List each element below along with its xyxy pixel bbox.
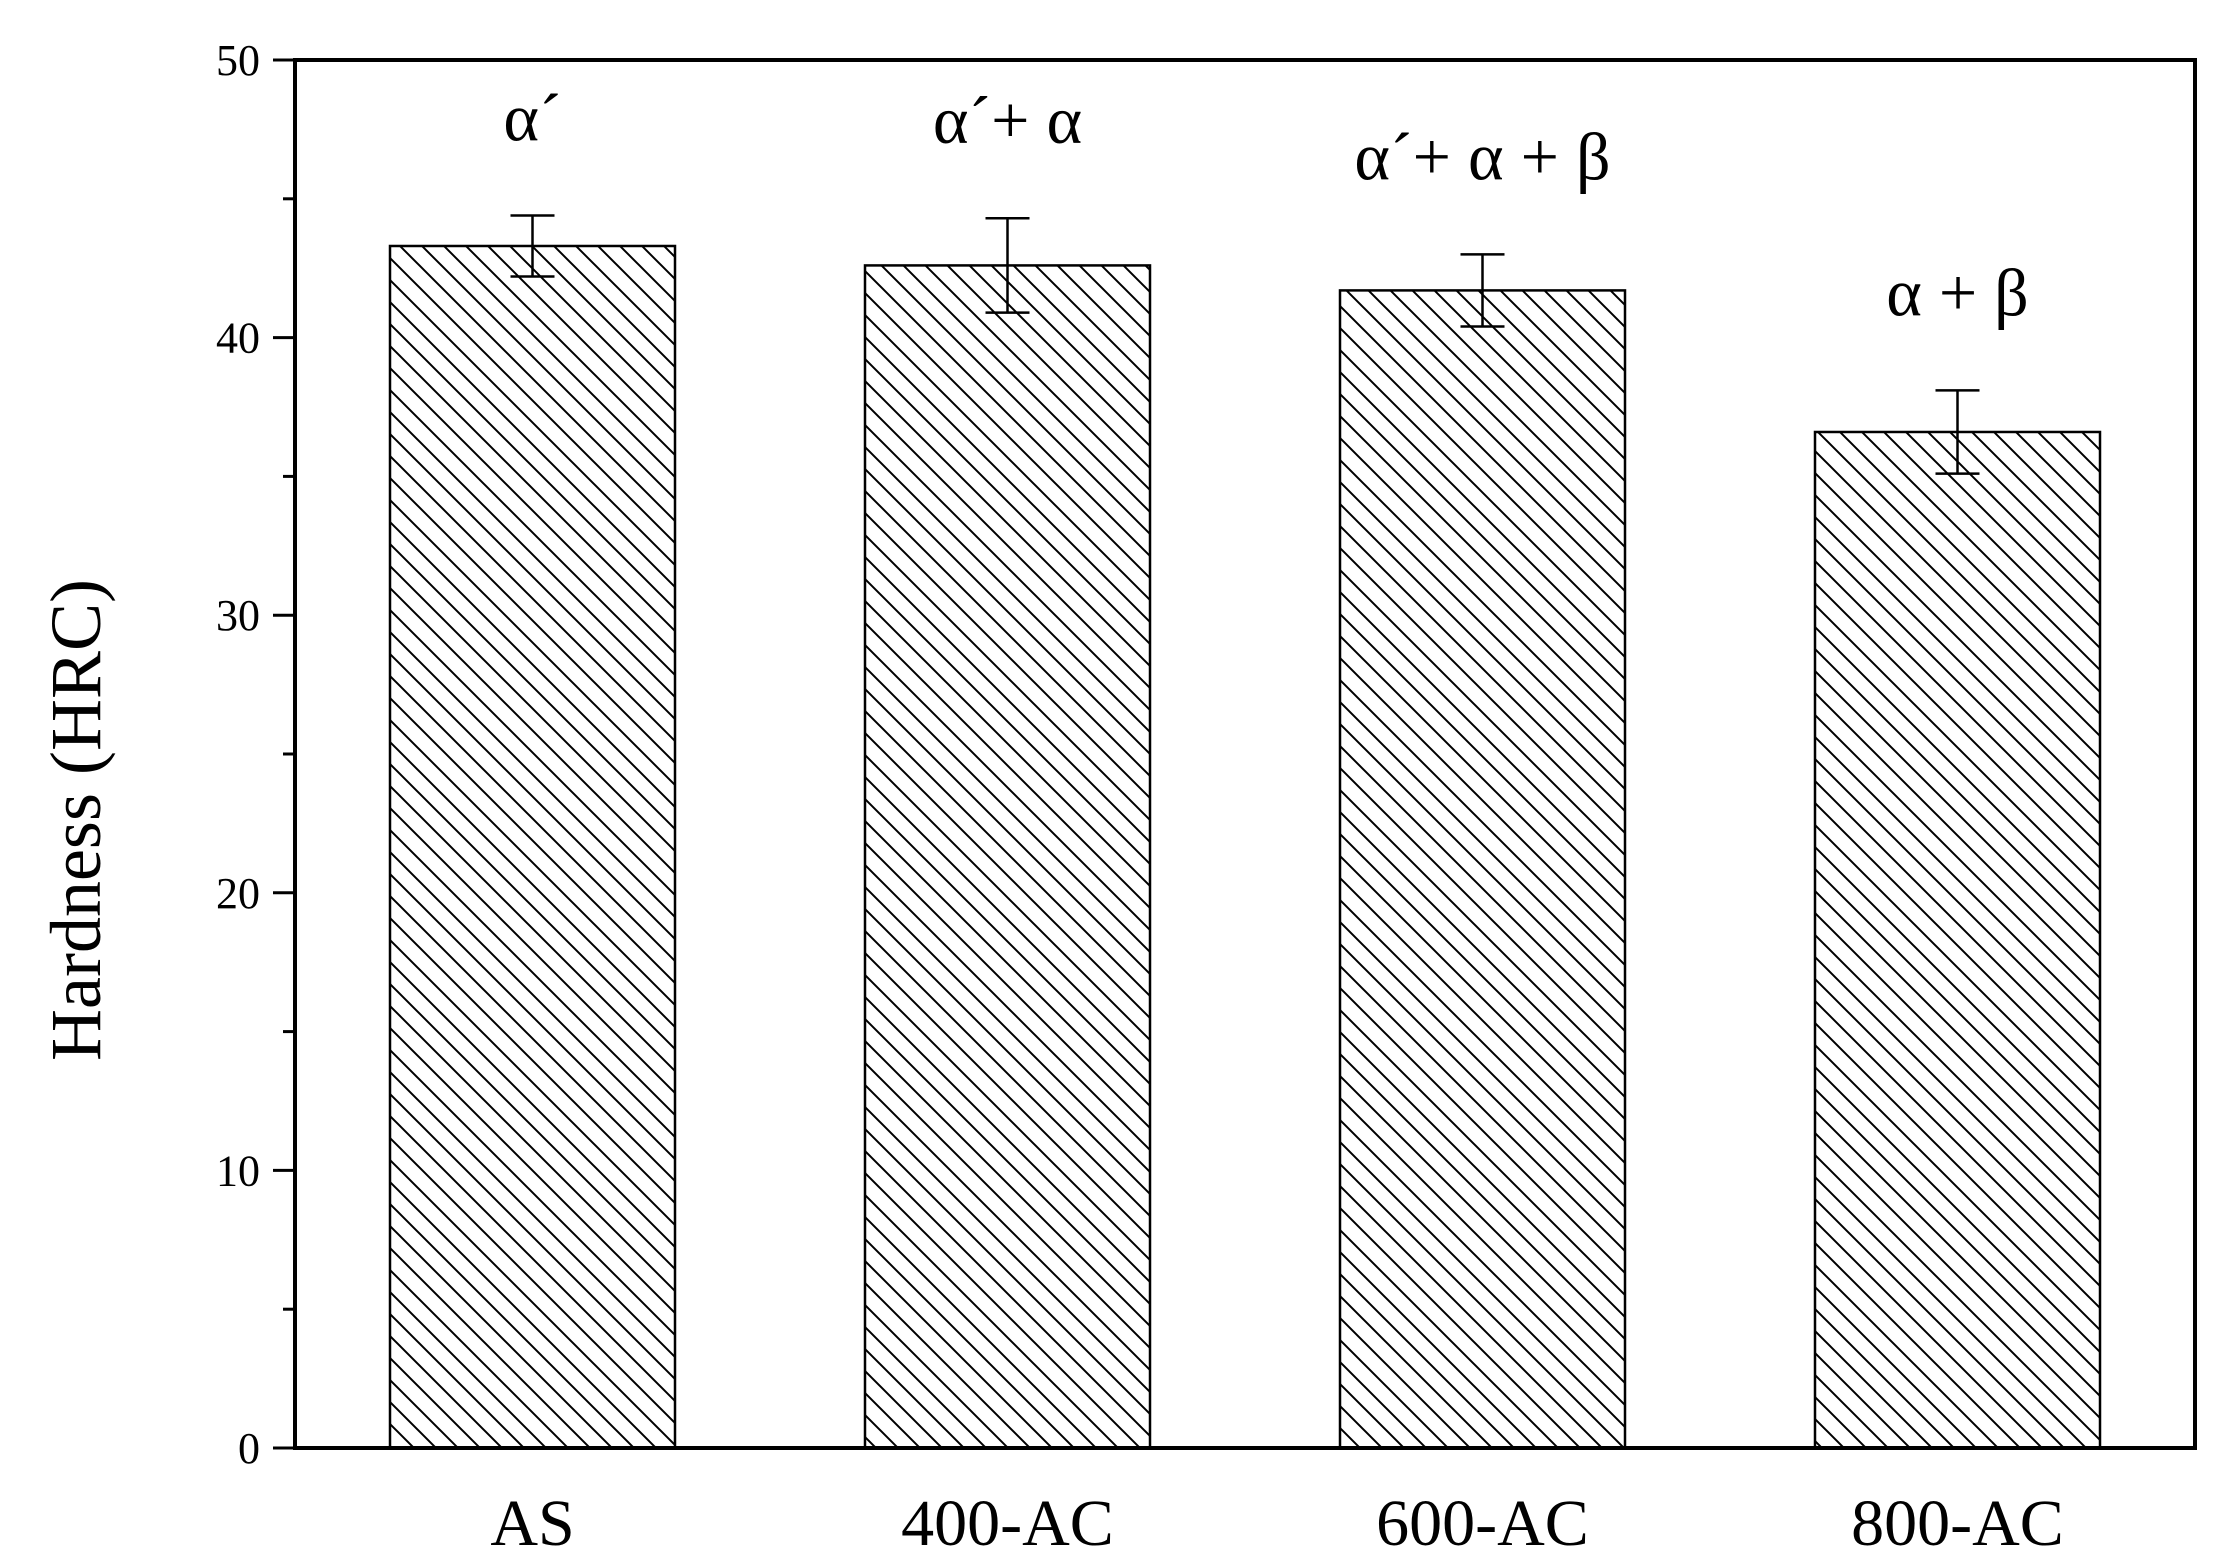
y-tick-label: 40 <box>216 314 260 363</box>
x-tick-label: AS <box>490 1487 574 1560</box>
phase-annotation: α´ <box>503 79 561 155</box>
x-tick-label: 800-AC <box>1851 1487 2064 1560</box>
error-bars-layer <box>510 214 1980 475</box>
error-bar-600-ac <box>1460 253 1505 328</box>
y-tick-label: 30 <box>216 591 260 640</box>
bar-600-ac <box>1338 289 1627 1450</box>
bar-800-ac <box>1813 430 2102 1450</box>
x-tick-label: 400-AC <box>901 1487 1114 1560</box>
phase-annotations: α´ α´+ α α´+ α + β α + β <box>503 79 2028 330</box>
bar-400-ac <box>863 264 1152 1450</box>
error-bar-800-ac <box>1935 389 1980 475</box>
y-tick-label: 50 <box>216 36 260 85</box>
y-tick-label: 20 <box>216 869 260 918</box>
x-tick-label: 600-AC <box>1376 1487 1589 1560</box>
error-bar-400-ac <box>985 216 1030 314</box>
y-axis-title: Hardness (HRC) <box>36 579 116 1061</box>
phase-annotation: α´+ α + β <box>1354 118 1610 194</box>
y-axis-tick-labels: 0 10 20 30 40 50 <box>216 36 260 1473</box>
phase-annotation: α´+ α <box>933 82 1082 158</box>
y-axis-ticks <box>273 58 295 1450</box>
bar-as <box>388 244 677 1450</box>
y-tick-label: 0 <box>238 1424 260 1473</box>
bars-layer <box>388 244 2102 1450</box>
phase-annotation: α + β <box>1886 254 2029 330</box>
y-tick-label: 10 <box>216 1146 260 1195</box>
error-bar-as <box>510 214 555 278</box>
x-axis-category-labels: AS 400-AC 600-AC 800-AC <box>490 1487 2064 1560</box>
